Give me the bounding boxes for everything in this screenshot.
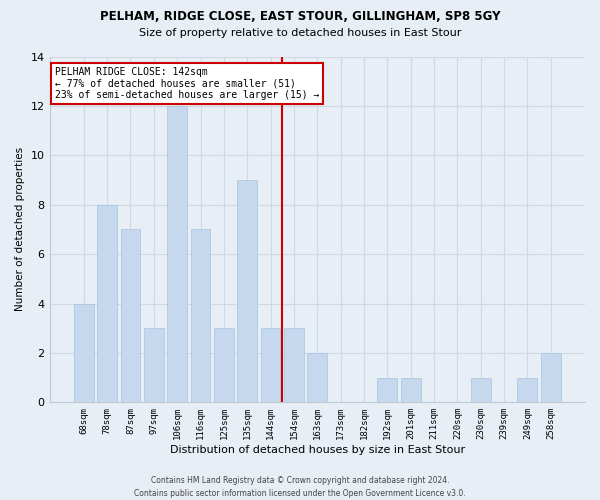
Bar <box>121 230 140 402</box>
Bar <box>471 378 491 402</box>
Bar <box>214 328 234 402</box>
Bar <box>517 378 538 402</box>
Bar <box>167 106 187 403</box>
Bar <box>260 328 280 402</box>
Text: PELHAM, RIDGE CLOSE, EAST STOUR, GILLINGHAM, SP8 5GY: PELHAM, RIDGE CLOSE, EAST STOUR, GILLING… <box>100 10 500 23</box>
Bar <box>97 204 117 402</box>
Bar <box>541 353 560 403</box>
Bar <box>284 328 304 402</box>
Bar <box>238 180 257 402</box>
Bar <box>377 378 397 402</box>
Bar <box>307 353 327 403</box>
X-axis label: Distribution of detached houses by size in East Stour: Distribution of detached houses by size … <box>170 445 465 455</box>
Bar <box>74 304 94 402</box>
Bar <box>144 328 164 402</box>
Bar <box>401 378 421 402</box>
Text: Size of property relative to detached houses in East Stour: Size of property relative to detached ho… <box>139 28 461 38</box>
Text: PELHAM RIDGE CLOSE: 142sqm
← 77% of detached houses are smaller (51)
23% of semi: PELHAM RIDGE CLOSE: 142sqm ← 77% of deta… <box>55 67 319 100</box>
Text: Contains HM Land Registry data © Crown copyright and database right 2024.
Contai: Contains HM Land Registry data © Crown c… <box>134 476 466 498</box>
Y-axis label: Number of detached properties: Number of detached properties <box>15 148 25 312</box>
Bar <box>191 230 211 402</box>
